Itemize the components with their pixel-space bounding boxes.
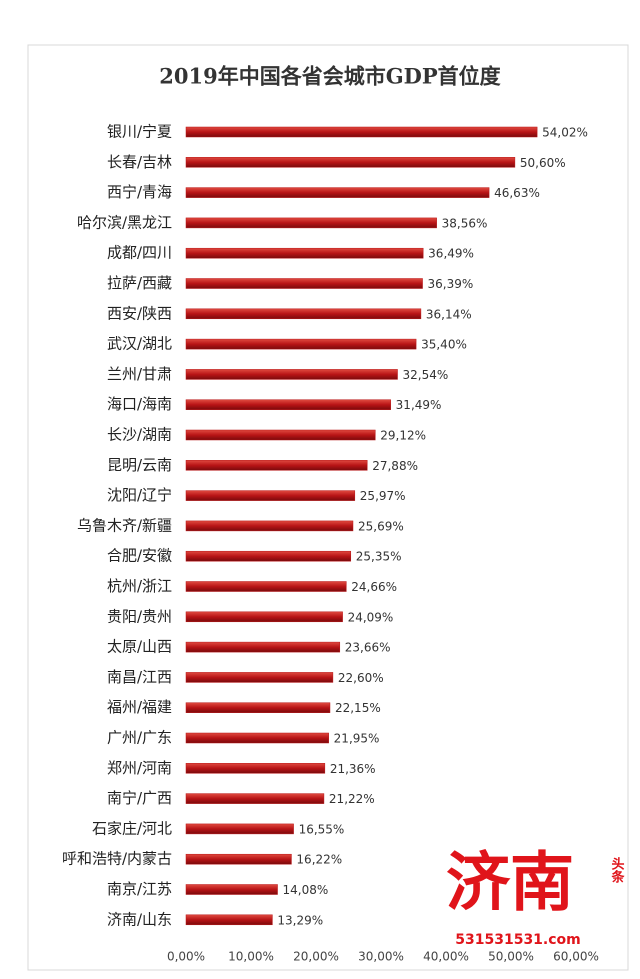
y-tick-label: 南京/江苏 xyxy=(107,880,172,898)
watermark-text: 济南 xyxy=(446,846,574,921)
bar xyxy=(185,581,347,592)
bar xyxy=(185,611,343,623)
bar xyxy=(185,550,352,562)
y-tick-label: 南昌/江西 xyxy=(107,668,172,686)
bar xyxy=(185,853,292,865)
y-tick-label: 银川/宁夏 xyxy=(107,123,172,141)
y-tick-label: 哈尔滨/黑龙江 xyxy=(77,213,172,231)
value-label: 16,55% xyxy=(299,822,345,836)
y-tick-label: 兰州/甘肃 xyxy=(107,365,172,383)
chart-title: 2019年中国各省会城市GDP首位度 xyxy=(159,64,500,89)
value-label: 32,54% xyxy=(403,368,449,382)
y-tick-label: 海口/海南 xyxy=(107,395,172,413)
value-label: 46,63% xyxy=(494,186,540,200)
value-label: 29,12% xyxy=(380,429,426,443)
bar xyxy=(185,460,368,471)
value-label: 25,35% xyxy=(356,550,402,564)
bar xyxy=(185,520,354,532)
y-tick-label: 长沙/湖南 xyxy=(107,426,172,444)
y-tick-label: 济南/山东 xyxy=(107,910,172,928)
bar xyxy=(185,490,356,501)
value-label: 21,22% xyxy=(329,792,375,806)
value-label: 24,09% xyxy=(348,610,394,624)
y-tick-label: 呼和浩特/内蒙古 xyxy=(62,850,172,868)
bar xyxy=(185,187,490,198)
y-tick-label: 杭州/浙江 xyxy=(107,577,172,595)
bar xyxy=(185,702,331,713)
bar xyxy=(185,399,391,410)
plot: 0,00% 10,00% 20,00% 30,00% 40,00% 50,00% 60,00… xyxy=(62,123,599,964)
bar xyxy=(185,247,424,259)
x-tick-label: 30,00% xyxy=(358,950,404,964)
value-label: 54,02% xyxy=(542,126,588,140)
value-label: 36,14% xyxy=(426,307,472,321)
value-label: 22,15% xyxy=(335,701,381,715)
bar xyxy=(185,884,278,895)
value-label: 31,49% xyxy=(396,398,442,412)
value-label: 13,29% xyxy=(277,913,323,927)
bar xyxy=(185,308,422,320)
value-label: 24,66% xyxy=(351,580,397,594)
bar xyxy=(185,641,341,653)
value-label: 21,95% xyxy=(334,732,380,746)
value-label: 16,22% xyxy=(296,853,342,867)
chart-frame xyxy=(27,44,629,971)
y-tick-label: 西宁/青海 xyxy=(107,183,172,201)
bar xyxy=(185,338,417,350)
y-tick-label: 贵阳/贵州 xyxy=(107,607,172,625)
value-label: 36,39% xyxy=(428,277,474,291)
bar xyxy=(185,369,398,380)
bar xyxy=(185,672,334,683)
bar xyxy=(185,278,423,289)
bar xyxy=(185,793,325,804)
y-tick-label: 沈阳/辽宁 xyxy=(107,486,172,504)
watermark-site: 531531531.com xyxy=(455,932,581,948)
value-label: 36,49% xyxy=(428,247,474,261)
y-tick-label: 石家庄/河北 xyxy=(92,819,172,837)
x-tick-label: 40,00% xyxy=(423,950,469,964)
bar xyxy=(185,217,437,229)
y-tick-label: 福州/福建 xyxy=(107,698,172,716)
value-label: 21,36% xyxy=(330,762,376,776)
value-label: 35,40% xyxy=(421,338,467,352)
value-label: 25,97% xyxy=(360,489,406,503)
y-tick-label: 乌鲁木齐/新疆 xyxy=(77,516,172,534)
y-tick-label: 太原/山西 xyxy=(107,638,172,656)
value-label: 22,60% xyxy=(338,671,384,685)
x-tick-label: 10,00% xyxy=(228,950,274,964)
y-tick-label: 长春/吉林 xyxy=(107,153,172,171)
x-tick-label: 50,00% xyxy=(488,950,534,964)
y-tick-label: 成都/四川 xyxy=(107,244,172,262)
value-label: 38,56% xyxy=(442,216,488,230)
bar xyxy=(185,732,329,744)
x-tick-label: 20,00% xyxy=(293,950,339,964)
x-tick-label: 60,00% xyxy=(553,950,599,964)
value-label: 14,08% xyxy=(283,883,329,897)
y-tick-label: 武汉/湖北 xyxy=(107,335,172,353)
y-tick-label: 广州/广东 xyxy=(107,729,172,747)
bar xyxy=(185,429,376,441)
x-tick-label: 0,00% xyxy=(167,950,205,964)
bar xyxy=(185,823,294,835)
bar xyxy=(185,157,516,168)
y-tick-label: 昆明/云南 xyxy=(107,456,172,474)
value-label: 50,60% xyxy=(520,156,566,170)
y-tick-label: 南宁/广西 xyxy=(107,789,172,807)
y-tick-label: 合肥/安徽 xyxy=(107,547,172,565)
y-tick-label: 郑州/河南 xyxy=(107,759,172,777)
bar xyxy=(185,126,538,138)
watermark-badge: 头条 xyxy=(609,856,625,884)
bar xyxy=(185,763,326,774)
y-tick-label: 拉萨/西藏 xyxy=(107,274,172,292)
y-tick-label: 西安/陕西 xyxy=(107,304,172,322)
value-label: 25,69% xyxy=(358,519,404,533)
value-label: 27,88% xyxy=(372,459,418,473)
bar xyxy=(185,914,273,926)
value-label: 23,66% xyxy=(345,641,391,655)
